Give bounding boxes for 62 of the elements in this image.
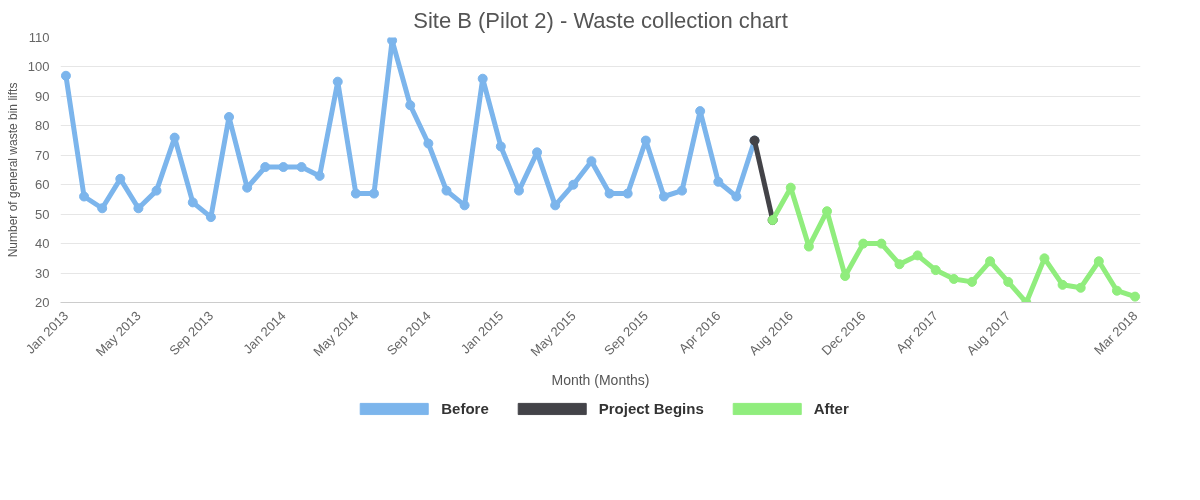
point (858, 238, 869, 249)
point (1075, 282, 1086, 293)
point (731, 191, 742, 202)
point (187, 197, 198, 208)
point (115, 173, 126, 184)
y-axis-title: Number of general waste bin lifts (5, 82, 20, 258)
y-tick-label: 70 (35, 147, 50, 163)
point (477, 73, 488, 84)
point (260, 162, 271, 173)
y-tick-label: 60 (35, 177, 50, 193)
point (713, 176, 724, 187)
point (387, 37, 398, 46)
point (894, 259, 905, 270)
point (1130, 291, 1141, 302)
point (1057, 279, 1068, 290)
y-tick-label: 80 (35, 118, 50, 134)
point (97, 203, 108, 214)
point (441, 185, 452, 196)
legend-label: Before (441, 399, 489, 417)
point (459, 200, 470, 211)
point (677, 185, 688, 196)
point (622, 188, 633, 199)
point (278, 162, 289, 173)
point (930, 265, 941, 276)
point (405, 100, 416, 111)
legend-label: Project Begins (598, 399, 704, 417)
point (948, 273, 959, 284)
point (604, 188, 615, 199)
point (550, 200, 561, 211)
point (966, 276, 977, 287)
point (568, 179, 579, 190)
point (985, 256, 996, 267)
chart-title: Site B (Pilot 2) - Waste collection chart (413, 7, 788, 33)
point (151, 185, 162, 196)
point (332, 76, 343, 87)
point (586, 156, 597, 167)
point (423, 138, 434, 149)
point (314, 170, 325, 181)
point (1111, 285, 1122, 296)
point (840, 271, 851, 281)
point (912, 250, 923, 261)
legend-label: After (813, 399, 849, 417)
point (1093, 256, 1104, 267)
point (495, 141, 506, 152)
y-tick-label: 40 (35, 236, 50, 252)
y-tick-label: 30 (35, 265, 50, 281)
y-tick-label: 20 (35, 295, 50, 310)
point (296, 162, 307, 173)
point (658, 191, 669, 202)
point (1003, 276, 1014, 287)
y-tick-label: 50 (35, 206, 50, 222)
point (133, 203, 144, 214)
y-tick-label: 90 (35, 88, 50, 104)
x-axis-title: Month (Months) (551, 372, 650, 389)
point (60, 70, 71, 81)
point (224, 112, 235, 122)
y-tick-label: 100 (27, 59, 50, 75)
point (350, 188, 361, 199)
point (876, 238, 887, 249)
y-tick-label: 110 (28, 30, 50, 45)
point (79, 191, 90, 202)
point (205, 212, 216, 223)
